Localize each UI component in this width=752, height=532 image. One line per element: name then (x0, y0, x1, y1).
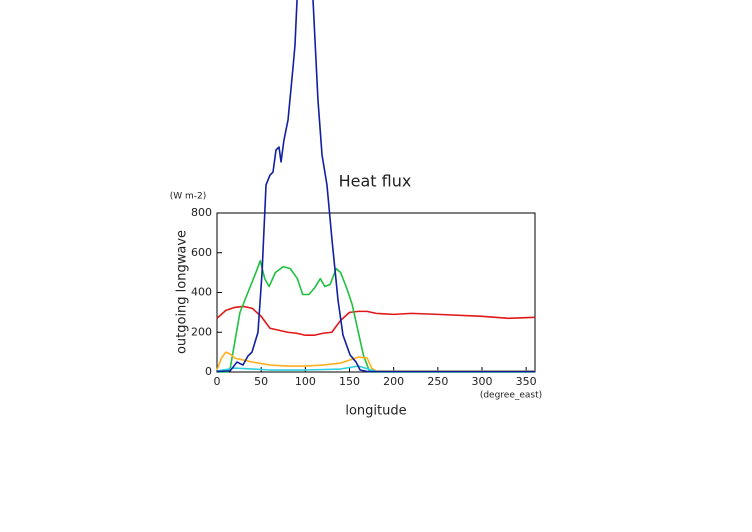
plot-frame (216, 212, 536, 373)
y-axis-label: outgoing longwave (175, 230, 190, 354)
series-line (216, 351, 535, 372)
x-tick-label: 50 (254, 375, 268, 388)
series-line (216, 0, 535, 373)
x-tick-label: 200 (383, 375, 404, 388)
x-tick-label: 300 (472, 375, 493, 388)
x-tick-label: 350 (516, 375, 537, 388)
series-line (216, 305, 536, 337)
x-tick-label: 100 (295, 375, 316, 388)
x-units: (degree_east) (480, 391, 542, 401)
y-tick-label: 0 (205, 365, 212, 378)
y-tick-label: 400 (191, 286, 212, 299)
x-tick-label: 0 (214, 375, 221, 388)
x-axis-label: longitude (345, 404, 406, 419)
x-tick-label: 150 (339, 375, 360, 388)
x-tick-label: 250 (427, 375, 448, 388)
y-tick-label: 200 (191, 325, 212, 338)
y-units: (W m-2) (170, 192, 207, 202)
y-tick-label: 800 (191, 206, 212, 219)
series-line (217, 259, 535, 373)
chart-title: Heat flux (339, 172, 412, 191)
y-tick-label: 600 (191, 246, 212, 259)
